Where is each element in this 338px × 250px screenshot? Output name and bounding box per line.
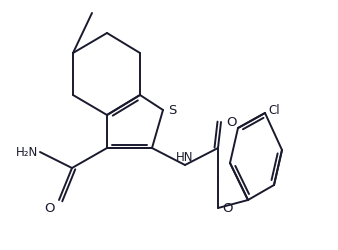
Text: O: O — [226, 116, 237, 128]
Text: HN: HN — [176, 151, 194, 164]
Text: O: O — [45, 202, 55, 215]
Text: O: O — [222, 202, 233, 215]
Text: H₂N: H₂N — [16, 146, 38, 158]
Text: Cl: Cl — [268, 104, 280, 118]
Text: S: S — [168, 104, 176, 117]
